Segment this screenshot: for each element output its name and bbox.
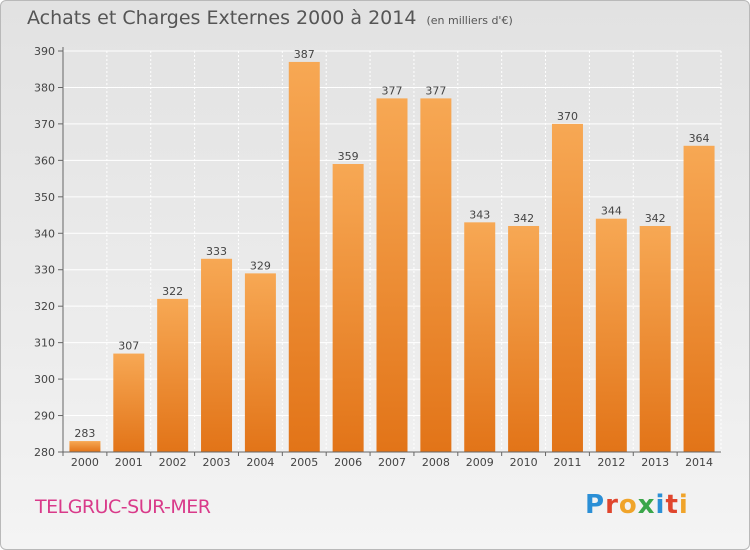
data-label-2004: 329: [250, 259, 271, 272]
y-tick-label: 360: [34, 154, 55, 167]
proxiti-logo: Proxiti: [585, 490, 689, 520]
bar-2012: [595, 218, 627, 452]
data-label-2012: 344: [601, 205, 622, 218]
y-tick-label: 350: [34, 191, 55, 204]
logo-letter: P: [585, 490, 606, 520]
bars: [69, 61, 715, 453]
x-tick-label: 2011: [553, 456, 581, 469]
y-tick-label: 340: [34, 227, 55, 240]
bar-2005: [288, 61, 320, 452]
y-tick-label: 320: [34, 300, 55, 313]
y-tick-label: 380: [34, 81, 55, 94]
logo-letter: i: [678, 490, 689, 520]
bar-2011: [551, 123, 583, 452]
x-tick-label: 2002: [159, 456, 187, 469]
axes: 280 290 300 310 320 330 340 350 360 370 380 390 2000…: [34, 45, 721, 469]
data-label-2002: 322: [162, 285, 183, 298]
data-labels: 283 307 322 333 329 387 359 377 377 343 342 370 344 3…: [74, 48, 709, 440]
y-tick-label: 310: [34, 337, 55, 350]
commune-name: TELGRUC-SUR-MER: [35, 496, 211, 518]
data-label-2006: 359: [338, 150, 359, 163]
bar-2001: [113, 353, 145, 452]
x-tick-label: 2005: [290, 456, 318, 469]
y-tick-label: 370: [34, 118, 55, 131]
chart-subtitle: (en milliers d'€): [426, 14, 513, 27]
data-label-2009: 343: [469, 208, 490, 221]
data-label-2008: 377: [425, 84, 446, 97]
bar-2002: [157, 298, 189, 452]
data-label-2010: 342: [513, 212, 534, 225]
x-tick-label: 2008: [422, 456, 450, 469]
bar-2013: [639, 225, 671, 452]
data-label-2005: 387: [294, 48, 315, 61]
data-label-2014: 364: [689, 132, 710, 145]
logo-letter: t: [665, 490, 679, 520]
x-tick-label: 2012: [597, 456, 625, 469]
x-tick-label: 2006: [334, 456, 362, 469]
y-tick-label: 300: [34, 373, 55, 386]
x-tick-label: 2009: [466, 456, 494, 469]
logo-letter: r: [605, 490, 619, 520]
chart-title: Achats et Charges Externes 2000 à 2014 (e…: [27, 7, 513, 29]
bar-2008: [420, 98, 452, 453]
x-tick-label: 2014: [685, 456, 713, 469]
x-tick-label: 2007: [378, 456, 406, 469]
y-tick-label: 330: [34, 264, 55, 277]
x-tick-label: 2003: [203, 456, 231, 469]
bar-2010: [508, 225, 540, 452]
y-tick-label: 280: [34, 446, 55, 459]
x-tick-label: 2000: [71, 456, 99, 469]
data-label-2003: 333: [206, 245, 227, 258]
y-tick-label: 390: [34, 45, 55, 58]
y-tick-label: 290: [34, 410, 55, 423]
bar-2009: [464, 222, 496, 452]
title-text: Achats et Charges Externes 2000 à 2014: [27, 7, 417, 29]
bar-2000: [69, 441, 101, 452]
data-label-2007: 377: [382, 84, 403, 97]
bar-2003: [201, 258, 233, 452]
bar-2004: [244, 273, 276, 452]
logo-letter: i: [655, 490, 666, 520]
bar-2007: [376, 98, 408, 453]
x-tick-label: 2004: [246, 456, 274, 469]
bar-2014: [683, 145, 715, 453]
data-label-2011: 370: [557, 110, 578, 123]
x-tick-label: 2013: [641, 456, 669, 469]
bar-2006: [332, 164, 364, 452]
logo-letter: x: [637, 490, 656, 520]
x-tick-label: 2001: [115, 456, 143, 469]
logo-letter: o: [618, 490, 638, 520]
data-label-2000: 283: [74, 427, 95, 440]
data-label-2013: 342: [645, 212, 666, 225]
data-label-2001: 307: [118, 340, 139, 353]
x-tick-label: 2010: [510, 456, 538, 469]
